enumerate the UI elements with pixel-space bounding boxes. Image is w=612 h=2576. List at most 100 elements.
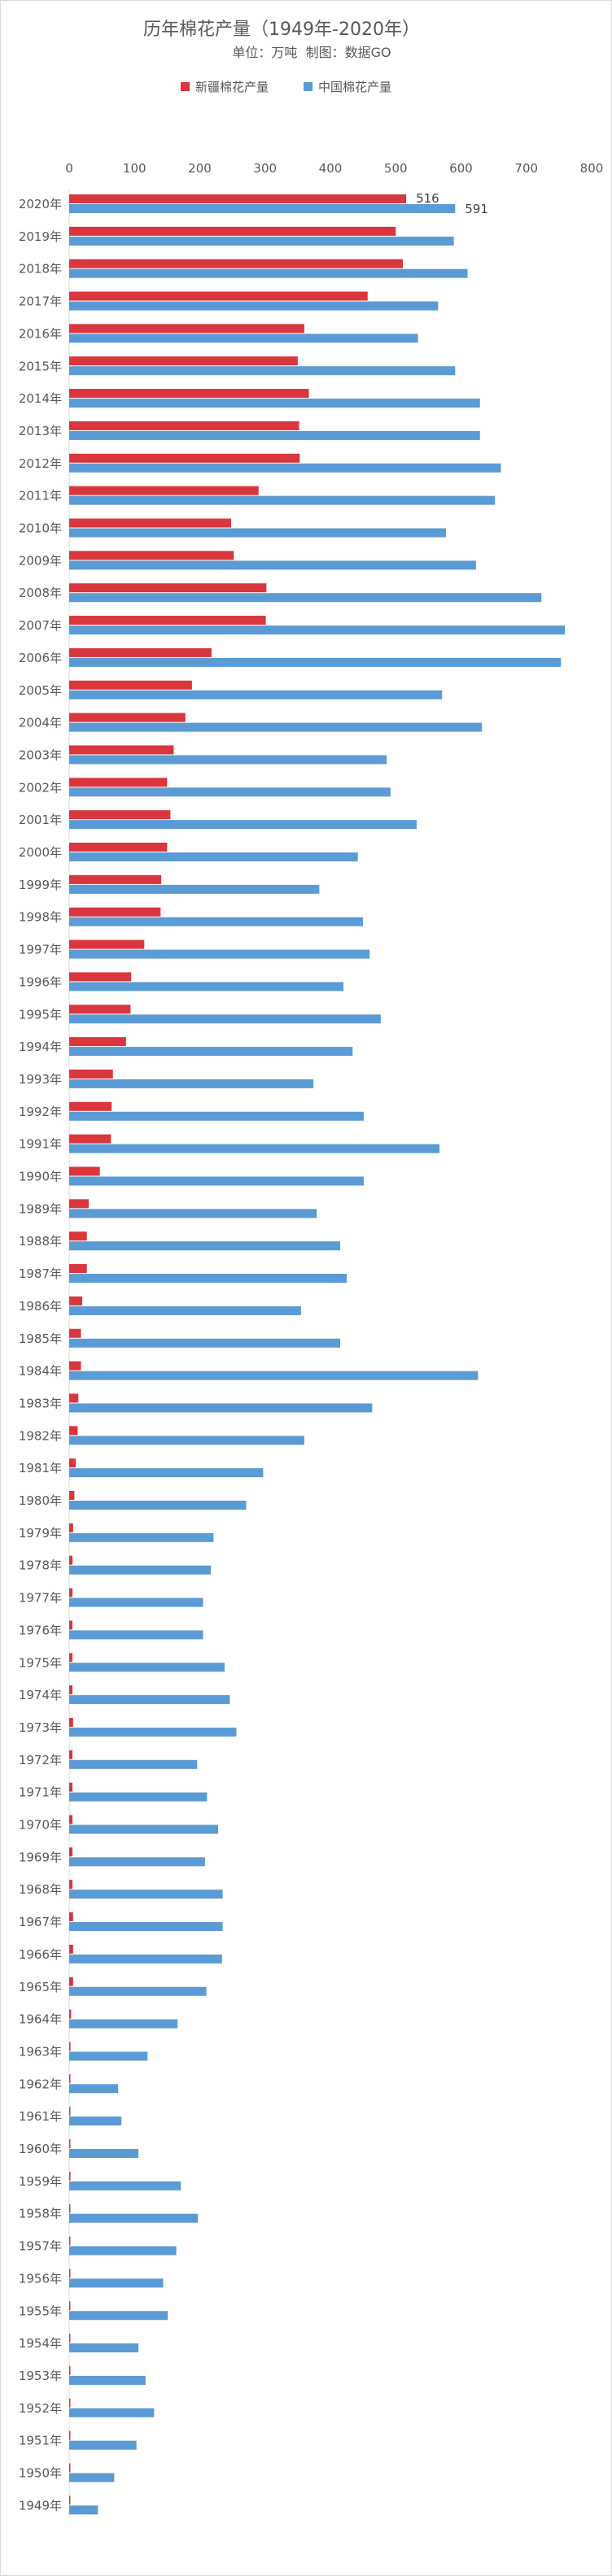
bar-china [69,1630,203,1640]
bar-china [69,2505,98,2515]
bar-xinjiang [69,843,168,852]
data-label-china: 591 [465,202,488,216]
y-tick-label: 1974年 [19,1688,62,1702]
y-tick-label: 2019年 [19,229,62,244]
y-tick-label: 1951年 [19,2434,62,2448]
bar-china [69,690,443,700]
y-tick-label: 1955年 [19,2304,62,2318]
y-tick-label: 1989年 [19,1201,62,1216]
bar-xinjiang [69,421,299,430]
bar-xinjiang [69,1393,79,1403]
bar-xinjiang [69,1361,81,1371]
bar-xinjiang [69,1912,73,1922]
bar-china [69,1532,214,1542]
y-tick-label: 1949年 [19,2498,62,2513]
bar-china [69,1209,317,1218]
y-tick-label: 2005年 [19,683,62,698]
bar-china [69,1338,341,1348]
y-tick-label: 1995年 [19,1007,62,1022]
bar-china [69,430,480,440]
bar-xinjiang [69,1880,73,1890]
legend-label-xinjiang: 新疆棉花产量 [195,80,269,94]
bar-xinjiang [69,616,266,625]
bar-xinjiang [69,259,404,268]
y-tick-label: 1969年 [19,1850,62,1864]
bar-china [69,722,483,732]
y-tick-label: 1961年 [19,2109,62,2124]
y-tick-label: 2015年 [19,359,62,373]
bar-china [69,820,417,830]
bar-xinjiang [69,389,309,399]
y-tick-label: 2001年 [19,813,62,827]
bar-china [69,1824,218,1834]
bar-xinjiang [69,1491,75,1500]
bar-china [69,1890,223,1899]
data-labels: 516 591 [416,191,488,216]
y-tick-label: 1978年 [19,1558,62,1573]
bar-xinjiang [69,1134,111,1144]
bar-china [69,1274,348,1284]
y-tick-label: 1971年 [19,1785,62,1800]
bar-china [69,2051,148,2061]
bar-xinjiang [69,907,161,917]
y-tick-label: 1962年 [19,2077,62,2091]
x-tick-label: 400 [319,161,343,176]
bar-china [69,1857,205,1867]
bar-xinjiang [69,583,267,593]
bar-xinjiang [69,2171,71,2181]
y-tick-label: 1956年 [19,2271,62,2286]
bar-xinjiang [69,647,212,657]
bar-china [69,1597,203,1607]
y-tick-label: 1966年 [19,1947,62,1962]
bar-china [69,2246,177,2256]
bar-china [69,1079,314,1088]
x-tick-label: 700 [514,161,538,176]
bar-xinjiang [69,680,192,690]
x-tick-label: 600 [449,161,473,176]
y-tick-label: 1999年 [19,878,62,892]
bar-china [69,949,370,959]
bar-china [69,657,562,667]
bar-xinjiang [69,2398,71,2408]
y-tick-label: 1980年 [19,1493,62,1508]
bar-china [69,1759,198,1769]
bar-china [69,399,480,408]
bar-xinjiang [69,1101,112,1111]
bar-china [69,204,456,213]
y-tick-label: 1953年 [19,2369,62,2383]
bar-china [69,1695,230,1705]
y-tick-label: 2017年 [19,294,62,309]
bar-xinjiang [69,1005,131,1014]
bar-china [69,2116,122,2126]
bar-xinjiang [69,2301,71,2311]
bar-xinjiang [69,1847,73,1857]
bar-xinjiang [69,551,234,560]
bar-xinjiang [69,1717,73,1727]
y-tick-label: 1954年 [19,2336,62,2351]
y-tick-label: 1994年 [19,1040,62,1054]
bar-china [69,2278,164,2288]
y-tick-label: 2014年 [19,391,62,406]
y-tick-label: 1997年 [19,943,62,957]
y-tick-label: 1957年 [19,2239,62,2254]
y-tick-label: 1958年 [19,2207,62,2221]
y-tick-label: 2006年 [19,651,62,665]
y-tick-label: 2002年 [19,780,62,795]
bar-china [69,366,456,376]
bar-xinjiang [69,1264,87,1274]
bar-xinjiang [69,324,304,333]
y-tick-label: 1985年 [19,1332,62,1346]
bar-china [69,2084,119,2094]
bar-china [69,1176,364,1186]
y-tick-label: 1975年 [19,1655,62,1670]
bar-xinjiang [69,518,232,528]
bar-china [69,1014,381,1024]
bar-china [69,2440,137,2450]
bar-china [69,1436,304,1445]
x-tick-label: 500 [384,161,408,176]
x-tick-label: 200 [188,161,212,176]
y-tick-label: 1983年 [19,1396,62,1410]
y-tick-label: 1993年 [19,1072,62,1087]
y-tick-label: 1998年 [19,910,62,925]
legend-swatch-xinjiang [181,82,190,91]
